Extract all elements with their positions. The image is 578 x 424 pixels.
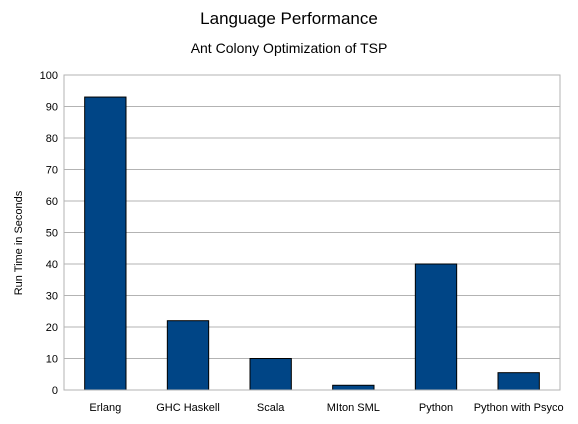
gridlines (64, 74, 560, 391)
x-tick-label-5: Python with Psyco (474, 402, 564, 414)
bar-3 (332, 384, 375, 391)
x-tick-label-1: GHC Haskell (156, 402, 220, 414)
plot-frame (63, 74, 561, 391)
x-tick-label-0: Erlang (89, 402, 121, 414)
bar-5 (497, 372, 540, 391)
y-tick-labels: 0 10 20 30 40 50 60 70 80 90 100 (40, 70, 58, 397)
y-tick-label-7: 70 (46, 165, 58, 177)
bars (84, 96, 540, 391)
y-tick-label-4: 40 (46, 259, 58, 271)
x-tick-label-3: MIton SML (327, 402, 380, 414)
y-tick-label-2: 20 (46, 322, 58, 334)
y-tick-label-0: 0 (52, 385, 58, 397)
y-tick-label-10: 100 (40, 70, 58, 82)
x-tick-labels: Erlang GHC Haskell Scala MIton SML Python Pyt… (89, 402, 563, 414)
y-tick-label-1: 10 (46, 354, 58, 366)
y-axis-label: Run Time in Seconds (13, 190, 25, 295)
x-tick-label-4: Python (419, 402, 453, 414)
x-tick-label-2: Scala (257, 402, 285, 414)
bar-4 (414, 263, 458, 391)
y-tick-label-6: 60 (46, 196, 58, 208)
chart-subtitle: Ant Colony Optimization of TSP (191, 40, 388, 56)
chart-title: Language Performance (200, 9, 378, 28)
y-tick-label-5: 50 (46, 228, 58, 240)
bar-0 (84, 96, 127, 391)
y-tick-label-9: 90 (46, 102, 58, 114)
y-tick-label-3: 30 (46, 291, 58, 303)
bar-2 (249, 358, 292, 391)
y-tick-label-8: 80 (46, 133, 58, 145)
bar-1 (166, 320, 210, 391)
